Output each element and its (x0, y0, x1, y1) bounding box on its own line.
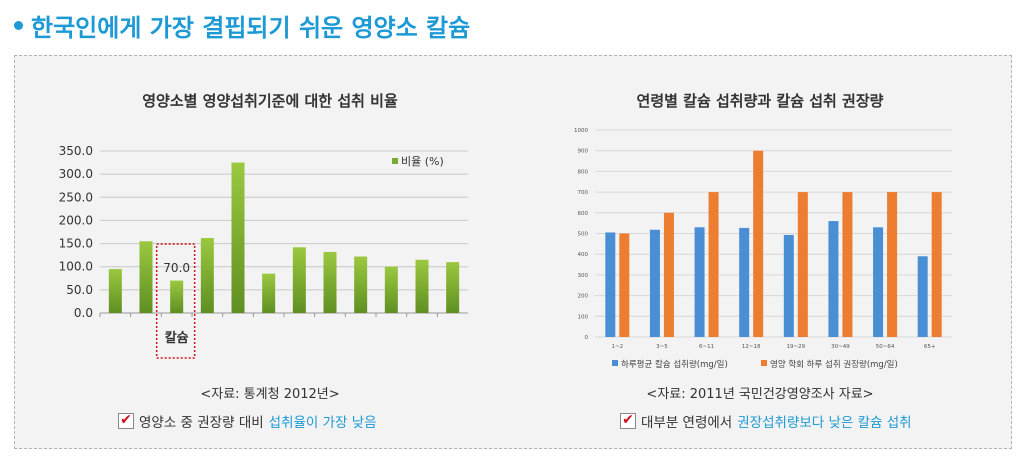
right-chart-title: 연령별 칼슘 섭취량과 칼슘 섭취 권장량 (636, 92, 884, 110)
y-tick-label: 100 (578, 314, 589, 320)
bar-recommended (619, 233, 630, 337)
bar-recommended (931, 192, 942, 337)
legend-label: 비율 (%) (401, 155, 444, 168)
legend-label: 하루평균 칼슘 섭취량(mg/일) (621, 359, 728, 370)
bar-intake (605, 232, 616, 337)
legend-swatch (392, 158, 398, 164)
y-tick-label: 800 (578, 169, 589, 175)
bar-recommended (797, 192, 808, 337)
bar-recommended (842, 192, 853, 337)
y-tick-label: 350.0 (59, 144, 93, 158)
y-tick-label: 900 (578, 149, 589, 155)
bar-recommended (708, 192, 719, 337)
x-tick-label: 65+ (924, 344, 936, 350)
bar (446, 262, 460, 313)
bar (200, 238, 214, 313)
y-tick-label: 200.0 (59, 213, 93, 227)
bar (292, 247, 306, 313)
x-tick-label: 50~64 (876, 344, 895, 350)
page-title-text: 한국인에게 가장 결핍되기 쉬운 영양소 칼슘 (31, 14, 471, 42)
left-source: <자료: 통계청 2012년> (200, 387, 340, 402)
right-note: ✔ 대부분 연령에서 권장섭취량보다 낮은 칼슘 섭취 (620, 411, 912, 431)
y-tick-label: 0 (585, 335, 589, 341)
y-tick-label: 700 (578, 190, 589, 196)
right-note-text: 대부분 연령에서 (641, 415, 733, 431)
y-tick-label: 0.0 (74, 306, 93, 320)
y-tick-label: 200 (578, 294, 589, 300)
y-tick-label: 600 (578, 211, 589, 217)
legend-swatch (612, 360, 618, 366)
bar-intake (649, 229, 660, 337)
left-note-highlight: 섭취율이 가장 낮음 (268, 415, 377, 431)
left-note-text: 영양소 중 권장량 대비 (139, 415, 264, 431)
bar (354, 256, 368, 313)
x-tick-label: 6~11 (699, 344, 714, 350)
bar (323, 251, 337, 313)
y-tick-label: 300 (578, 273, 589, 279)
check-icon: ✔ (620, 413, 636, 429)
right-note-highlight: 권장섭취량보다 낮은 칼슘 섭취 (737, 415, 912, 431)
x-tick-label: 12~18 (742, 344, 761, 350)
data-label: 70.0 (163, 261, 190, 275)
category-label: 칼슘 (165, 331, 189, 346)
bar-recommended (663, 212, 674, 337)
y-tick-label: 50.0 (66, 283, 93, 297)
bar-recommended (887, 192, 898, 337)
bar-intake (783, 234, 794, 337)
bar-intake (694, 227, 705, 337)
left-chart-title: 영양소별 영양섭취기준에 대한 섭취 비율 (142, 92, 398, 110)
bar-recommended (753, 150, 764, 337)
bar (384, 266, 398, 313)
bar (108, 269, 122, 313)
y-tick-label: 500 (578, 232, 589, 238)
legend-swatch (761, 360, 767, 366)
bar-intake (873, 227, 884, 337)
y-tick-label: 300.0 (59, 167, 93, 181)
bar-intake (739, 227, 750, 337)
bar (170, 280, 184, 313)
page-title: 한국인에게 가장 결핍되기 쉬운 영양소 칼슘 (14, 8, 470, 43)
bar (231, 162, 245, 313)
x-tick-label: 3~5 (656, 344, 668, 350)
y-tick-label: 400 (578, 252, 589, 258)
bar (415, 259, 429, 313)
check-icon: ✔ (118, 413, 134, 429)
bar-intake (917, 256, 928, 337)
legend-label: 영양 학회 하루 섭취 권장량(mg/일) (770, 359, 898, 370)
y-tick-label: 250.0 (59, 190, 93, 204)
bar (262, 273, 276, 313)
bar (139, 241, 153, 313)
right-source: <자료: 2011년 국민건강영양조사 자료> (646, 387, 874, 402)
x-tick-label: 30~49 (831, 344, 850, 350)
y-tick-label: 1000 (574, 128, 588, 134)
y-tick-label: 150.0 (59, 237, 93, 251)
bar-intake (828, 221, 839, 337)
left-note: ✔ 영양소 중 권장량 대비 섭취율이 가장 낮음 (118, 411, 377, 431)
y-tick-label: 100.0 (59, 260, 93, 274)
bullet-icon (14, 21, 23, 30)
x-tick-label: 19~29 (787, 344, 806, 350)
x-tick-label: 1~2 (612, 344, 624, 350)
